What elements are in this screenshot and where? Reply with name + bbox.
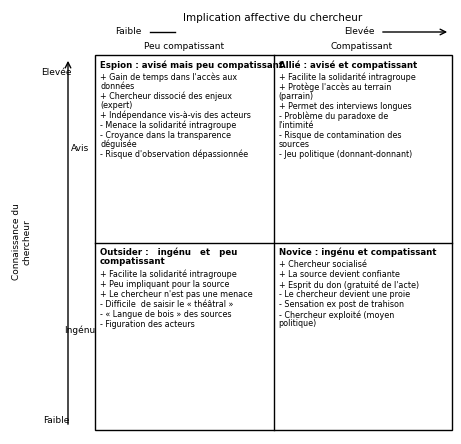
Text: (expert): (expert): [100, 101, 132, 110]
Text: Faible: Faible: [43, 416, 69, 424]
Text: Espion : avisé mais peu compatissant: Espion : avisé mais peu compatissant: [100, 60, 283, 70]
Text: + Chercheur dissocié des enjeux: + Chercheur dissocié des enjeux: [100, 91, 232, 101]
Text: - Risque d'observation dépassionnée: - Risque d'observation dépassionnée: [100, 150, 248, 159]
Text: + Permet des interviews longues: + Permet des interviews longues: [278, 102, 411, 111]
Text: données: données: [100, 82, 134, 91]
Text: + Facilite la solidarité intragroupe: + Facilite la solidarité intragroupe: [100, 270, 237, 279]
Text: Faible: Faible: [115, 27, 141, 36]
Text: Novice : ingénu et compatissant: Novice : ingénu et compatissant: [278, 247, 436, 257]
Text: - Risque de contamination des: - Risque de contamination des: [278, 131, 401, 139]
Text: + Esprit du don (gratuité de l'acte): + Esprit du don (gratuité de l'acte): [278, 280, 419, 289]
Text: - Sensation ex post de trahison: - Sensation ex post de trahison: [278, 300, 403, 309]
Text: Elevée: Elevée: [344, 27, 375, 36]
Text: Outsider :   ingénu   et   peu: Outsider : ingénu et peu: [100, 247, 237, 257]
Text: + Le chercheur n'est pas une menace: + Le chercheur n'est pas une menace: [100, 289, 253, 299]
Text: + Indépendance vis-à-vis des acteurs: + Indépendance vis-à-vis des acteurs: [100, 111, 251, 120]
Text: Ingénu: Ingénu: [65, 325, 95, 335]
Text: Compatissant: Compatissant: [331, 42, 393, 51]
Text: l'intimité: l'intimité: [278, 121, 314, 130]
Text: Connaissance du
chercheur: Connaissance du chercheur: [12, 203, 32, 281]
Text: + Protège l'accès au terrain: + Protège l'accès au terrain: [278, 83, 391, 92]
Text: + La source devient confiante: + La source devient confiante: [278, 270, 399, 279]
Text: - Jeu politique (donnant-donnant): - Jeu politique (donnant-donnant): [278, 150, 412, 159]
Text: + Chercheur socialisé: + Chercheur socialisé: [278, 260, 366, 269]
Text: Allié : avisé et compatissant: Allié : avisé et compatissant: [278, 60, 417, 70]
Text: - Croyance dans la transparence: - Croyance dans la transparence: [100, 131, 231, 139]
Text: Peu compatissant: Peu compatissant: [144, 42, 224, 51]
Text: - « Langue de bois » des sources: - « Langue de bois » des sources: [100, 309, 231, 319]
Text: + Peu impliquant pour la source: + Peu impliquant pour la source: [100, 280, 230, 289]
Text: politique): politique): [278, 319, 317, 328]
Text: compatissant: compatissant: [100, 257, 166, 266]
Text: - Menace la solidarité intragroupe: - Menace la solidarité intragroupe: [100, 121, 236, 130]
Text: - Problème du paradoxe de: - Problème du paradoxe de: [278, 111, 388, 121]
Text: Avis: Avis: [71, 143, 89, 152]
Text: déguisée: déguisée: [100, 139, 136, 149]
Text: sources: sources: [278, 139, 309, 149]
Text: + Gain de temps dans l'accès aux: + Gain de temps dans l'accès aux: [100, 73, 237, 82]
Text: (parrain): (parrain): [278, 91, 313, 101]
Text: - Difficile  de saisir le « théâtral »: - Difficile de saisir le « théâtral »: [100, 300, 233, 309]
Bar: [95, 55, 452, 430]
Text: - Figuration des acteurs: - Figuration des acteurs: [100, 320, 195, 329]
Text: + Facilite la solidarité intragroupe: + Facilite la solidarité intragroupe: [278, 73, 415, 82]
Text: - Le chercheur devient une proie: - Le chercheur devient une proie: [278, 290, 410, 299]
Text: Elevée: Elevée: [41, 68, 71, 77]
Text: - Chercheur exploité (moyen: - Chercheur exploité (moyen: [278, 310, 394, 320]
Text: Implication affective du chercheur: Implication affective du chercheur: [183, 13, 363, 23]
